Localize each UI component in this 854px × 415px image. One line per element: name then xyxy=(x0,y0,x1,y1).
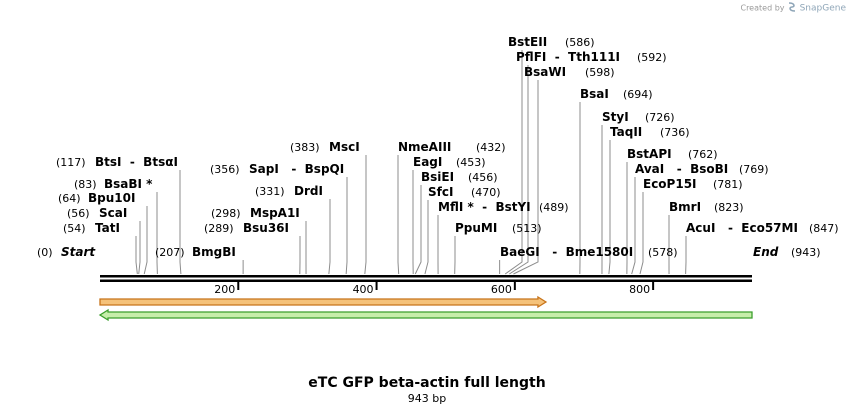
site-name-bsai[interactable]: BsaI xyxy=(580,87,609,101)
site-name-nmeaiii[interactable]: NmeAIII xyxy=(398,140,451,154)
site-name-sapi[interactable]: SapI - BspQI xyxy=(249,162,344,176)
snapgene-credit: Created by SnapGene xyxy=(740,2,846,14)
leader-drdi xyxy=(328,199,331,275)
site-name-eagi[interactable]: EagI xyxy=(413,155,442,169)
leader-bsawi xyxy=(513,80,539,275)
site-name-acui[interactable]: AcuI - Eco57MI xyxy=(686,221,798,235)
site-position-mspa1i: (298) xyxy=(211,207,241,220)
site-position-btsi: (117) xyxy=(56,156,86,169)
site-position-bmri: (823) xyxy=(714,201,744,214)
leader-ecop15i xyxy=(639,192,644,275)
tick-label-800: 800 xyxy=(629,283,650,296)
site-position-bsai: (694) xyxy=(623,88,653,101)
leader-scai xyxy=(138,221,141,275)
leader-tati xyxy=(135,236,138,275)
forward-feature[interactable] xyxy=(99,295,548,309)
site-position-eagi: (453) xyxy=(456,156,486,169)
credit-prefix: Created by xyxy=(740,3,785,13)
site-position-styi: (726) xyxy=(645,111,675,124)
site-name-mspa1i[interactable]: MspA1I xyxy=(250,206,300,220)
site-name-bmgbi[interactable]: BmgBI xyxy=(192,245,236,259)
sequence-backbone xyxy=(100,275,752,282)
site-name-taqii[interactable]: TaqII xyxy=(610,125,642,139)
map-title: eTC GFP beta-actin full length xyxy=(308,375,546,391)
leader-bpu10i xyxy=(143,206,148,275)
site-name-drdi[interactable]: DrdI xyxy=(294,184,323,198)
reverse-feature[interactable] xyxy=(98,308,753,322)
feature-arrows xyxy=(98,295,753,322)
site-name-tati[interactable]: TatI xyxy=(95,221,120,235)
site-name-avai[interactable]: AvaI - BsoBI xyxy=(635,162,728,176)
site-name-ecop15i[interactable]: EcoP15I xyxy=(643,177,697,191)
map-length: 943 bp xyxy=(407,392,447,405)
backbone-top-strand xyxy=(100,275,752,278)
site-name-bsawi[interactable]: BsaWI xyxy=(524,65,566,79)
site-position-bstapi: (762) xyxy=(688,148,718,161)
site-position-ecop15i: (781) xyxy=(713,178,743,191)
site-position-scai: (56) xyxy=(67,207,90,220)
site-name-bsiei[interactable]: BsiEI xyxy=(421,170,454,184)
leader-btsi xyxy=(179,170,182,275)
snapgene-logo-icon xyxy=(787,2,797,14)
site-position-ppumi: (513) xyxy=(512,222,542,235)
site-name-baegi[interactable]: BaeGI - Bme1580I xyxy=(500,245,633,259)
site-position-pflfi: (592) xyxy=(637,51,667,64)
leader-taqii xyxy=(608,140,611,275)
credit-brand: SnapGene xyxy=(799,3,846,14)
leader-bsteii xyxy=(504,50,523,275)
leader-sapi xyxy=(345,177,348,275)
site-name-bpu10i[interactable]: Bpu10I xyxy=(88,191,135,205)
site-position-bsu36i: (289) xyxy=(204,222,234,235)
site-position-sapi: (356) xyxy=(210,163,240,176)
site-position-avai: (769) xyxy=(739,163,769,176)
leader-lines xyxy=(135,50,687,275)
tick-label-600: 600 xyxy=(491,283,512,296)
site-name-bsteii[interactable]: BstEII xyxy=(508,35,547,49)
ruler-ticks: 200 400 600 800 xyxy=(214,282,655,296)
site-position-drdi: (331) xyxy=(255,185,285,198)
site-position-bsabi: (83) xyxy=(74,178,97,191)
site-labels: (117) BtsI - BtsαI (83) BsaBI * (64) Bpu10I (5… xyxy=(56,35,839,259)
site-position-nmeaiii: (432) xyxy=(476,141,506,154)
site-name-bstapi[interactable]: BstAPI xyxy=(627,147,672,161)
backbone-bottom-strand xyxy=(100,279,752,282)
leader-pflfi xyxy=(509,65,529,275)
site-position-tati: (54) xyxy=(63,222,86,235)
site-name-sfci[interactable]: SfcI xyxy=(428,185,453,199)
site-name-mlfi[interactable]: MflI * - BstYI xyxy=(438,200,531,214)
leader-nmeaiii xyxy=(397,155,400,275)
site-name-bsu36i[interactable]: Bsu36I xyxy=(243,221,289,235)
site-name-bsabi[interactable]: BsaBI * xyxy=(104,177,153,191)
site-name-ppumi[interactable]: PpuMI xyxy=(455,221,497,235)
site-position-msci: (383) xyxy=(290,141,320,154)
site-name-msci[interactable]: MscI xyxy=(329,140,360,154)
end-label: End xyxy=(753,245,779,259)
site-position-mlfi: (489) xyxy=(539,201,569,214)
site-name-btsi[interactable]: BtsI - BtsαI xyxy=(95,155,178,169)
end-position: (943) xyxy=(791,246,821,259)
site-position-bsawi: (598) xyxy=(585,66,615,79)
leader-msci xyxy=(364,155,367,275)
site-name-scai[interactable]: ScaI xyxy=(99,206,127,220)
site-position-bmgbi: (207) xyxy=(155,246,185,259)
site-position-taqii: (736) xyxy=(660,126,690,139)
site-name-styi[interactable]: StyI xyxy=(602,110,629,124)
leader-bsiei xyxy=(414,185,422,275)
tick-label-200: 200 xyxy=(214,283,235,296)
start-position: (0) xyxy=(37,246,53,259)
site-position-acui: (847) xyxy=(809,222,839,235)
site-position-bsteii: (586) xyxy=(565,36,595,49)
start-label: Start xyxy=(61,245,96,259)
site-name-bmri[interactable]: BmrI xyxy=(669,200,701,214)
site-name-pflfi[interactable]: PflFI - Tth111I xyxy=(516,50,620,64)
site-position-baegi: (578) xyxy=(648,246,678,259)
leader-sfci xyxy=(424,200,429,275)
site-position-bsiei: (456) xyxy=(468,171,498,184)
leader-avai xyxy=(631,177,636,275)
site-position-sfci: (470) xyxy=(471,186,501,199)
tick-label-400: 400 xyxy=(353,283,374,296)
site-position-bpu10i: (64) xyxy=(58,192,81,205)
